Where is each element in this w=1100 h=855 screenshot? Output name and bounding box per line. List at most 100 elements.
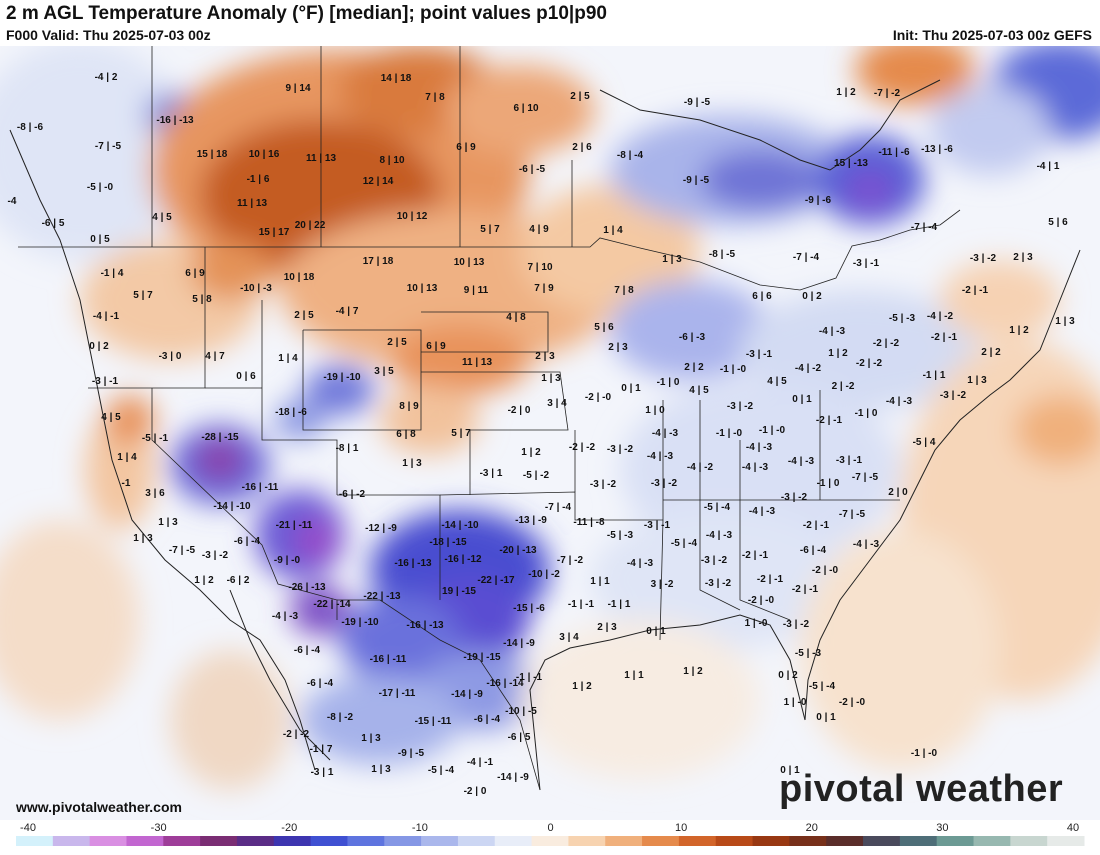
site-url[interactable]: www.pivotalweather.com <box>16 799 182 815</box>
point-value-label: -2 | -1 <box>962 285 989 296</box>
point-value-label: -3 | 0 <box>159 351 182 362</box>
point-value-label: 7 | 10 <box>527 262 552 273</box>
point-value-label: 2 | 0 <box>888 487 908 498</box>
point-value-label: 4 | 9 <box>529 224 549 235</box>
point-value-label: -4 | -3 <box>788 456 815 467</box>
point-value-label: 1 | 4 <box>278 353 298 364</box>
point-value-label: -2 | 0 <box>508 405 531 416</box>
point-value-label: -26 | -13 <box>288 582 326 593</box>
point-value-label: -13 | -9 <box>515 515 547 526</box>
colorbar-swatch <box>236 836 275 846</box>
point-value-label: -6 | -5 <box>519 164 546 175</box>
colorbar-tick-label: 10 <box>675 822 687 834</box>
point-value-label: 2 | -2 <box>832 381 855 392</box>
point-value-label: 4 | 5 <box>767 376 787 387</box>
colorbar-tick-label: 30 <box>936 822 948 834</box>
point-value-label: 6 | 9 <box>185 268 205 279</box>
point-value-label: 7 | 8 <box>425 92 445 103</box>
point-value-label: -9 | -5 <box>683 175 710 186</box>
point-value-label: 1 | 2 <box>828 348 848 359</box>
point-value-label: -7 | -4 <box>793 252 820 263</box>
point-value-label: -4 | -3 <box>746 442 773 453</box>
point-value-label: 11 | 13 <box>462 357 492 368</box>
point-value-label: -14 | -9 <box>451 689 483 700</box>
point-value-label: -6 | -2 <box>339 489 366 500</box>
point-value-label: -3 | -1 <box>746 349 773 360</box>
point-value-label: 2 | 2 <box>684 362 704 373</box>
point-value-label: -14 | -9 <box>497 772 529 783</box>
point-value-label: 3 | -2 <box>651 579 674 590</box>
point-value-label: 10 | 18 <box>284 272 315 283</box>
point-value-label: 2 | 5 <box>570 91 590 102</box>
point-value-label: -3 | -1 <box>92 376 119 387</box>
map-canvas: -4 | 2 9 | 14 14 | 18 7 | 8 2 | 5 -9 | -5 1 | … <box>0 46 1100 820</box>
colorbar-tick-label: -30 <box>151 822 167 834</box>
point-value-label: -9 | -5 <box>398 748 425 759</box>
point-value-label: 1 | -0 <box>745 618 768 629</box>
point-value-label: 1 | 3 <box>133 533 153 544</box>
point-value-label: 1 | 3 <box>371 764 391 775</box>
point-value-label: -3 | -2 <box>590 479 617 490</box>
point-value-label: -7 | -2 <box>557 555 584 566</box>
point-value-label: -6 | -4 <box>800 545 827 556</box>
colorbar-tick-label: 20 <box>806 822 818 834</box>
point-value-label: -1 | -0 <box>911 748 938 759</box>
point-value-label: -19 | -15 <box>463 652 501 663</box>
point-value-label: -3 | -2 <box>970 253 997 264</box>
point-value-label: 0 | 5 <box>90 234 110 245</box>
point-value-label: 1 | 2 <box>836 87 856 98</box>
colorbar-swatch <box>899 836 938 846</box>
point-value-label: -3 | -1 <box>644 520 671 531</box>
point-value-label: 1 | 3 <box>1055 316 1075 327</box>
point-value-label: -2 | -1 <box>931 332 958 343</box>
anomaly-map[interactable]: -4 | 2 9 | 14 14 | 18 7 | 8 2 | 5 -9 | -5 1 | … <box>0 46 1100 820</box>
point-value-label: 17 | 18 <box>363 256 394 267</box>
colorbar-swatch <box>200 836 238 846</box>
point-value-label: 4 | 5 <box>689 385 709 396</box>
point-value-label: 1 | 2 <box>1009 325 1029 336</box>
point-value-label: 6 | 8 <box>396 429 416 440</box>
point-value-label: -1 | -1 <box>516 672 543 683</box>
point-value-label: 1 | 2 <box>572 681 592 692</box>
point-value-label: -4 | -2 <box>927 311 954 322</box>
point-value-label: -1 | 0 <box>855 408 878 419</box>
point-value-label: 5 | 7 <box>480 224 500 235</box>
point-value-label: -16 | -14 <box>486 678 524 689</box>
point-value-label: -4 | -2 <box>795 363 822 374</box>
colorbar-swatch <box>826 836 864 846</box>
colorbar-swatch <box>384 836 422 846</box>
point-value-label: 0 | 1 <box>780 765 800 776</box>
point-value-label: -4 | 2 <box>95 72 118 83</box>
point-value-label: -2 | -1 <box>757 574 784 585</box>
point-value-label: -15 | -11 <box>415 716 452 727</box>
colorbar-swatch <box>715 836 754 846</box>
point-value-label: -22 | -13 <box>363 591 401 602</box>
colorbar-swatch <box>752 836 790 846</box>
point-value-label: 1 | 2 <box>521 447 541 458</box>
point-value-label: 4 | 8 <box>506 312 526 323</box>
point-value-label: 0 | 2 <box>89 341 109 352</box>
point-value-label: -3 | -2 <box>940 390 967 401</box>
point-value-label: -5 | -2 <box>523 470 550 481</box>
valid-time: F000 Valid: Thu 2025-07-03 00z <box>6 27 211 43</box>
point-value-label: -4 | -3 <box>652 428 679 439</box>
point-value-label: -5 | -3 <box>607 530 634 541</box>
point-value-label: -2 | -2 <box>569 442 596 453</box>
point-value-label: 1 | 4 <box>603 225 623 236</box>
point-value-label: 1 | 3 <box>361 733 381 744</box>
point-value-label: 0 | 2 <box>802 291 822 302</box>
point-value-label: 0 | 1 <box>792 394 812 405</box>
point-value-label: 1 | 0 <box>645 405 665 416</box>
point-value-label: -8 | -5 <box>709 249 736 260</box>
point-value-label: -3 | -2 <box>651 478 678 489</box>
point-value-label: -5 | -0 <box>87 182 114 193</box>
point-value-label: 4 | 7 <box>205 351 225 362</box>
colorbar-swatch <box>421 836 459 846</box>
point-value-label: -4 | 1 <box>1037 161 1060 172</box>
point-value-label: -8 | -6 <box>17 122 44 133</box>
point-value-label: -4 | -1 <box>467 757 494 768</box>
point-value-label: 8 | 10 <box>379 155 404 166</box>
point-value-label: 1 | 3 <box>662 254 682 265</box>
point-value-label: 2 | 5 <box>387 337 407 348</box>
point-value-label: -16 | -12 <box>444 554 482 565</box>
